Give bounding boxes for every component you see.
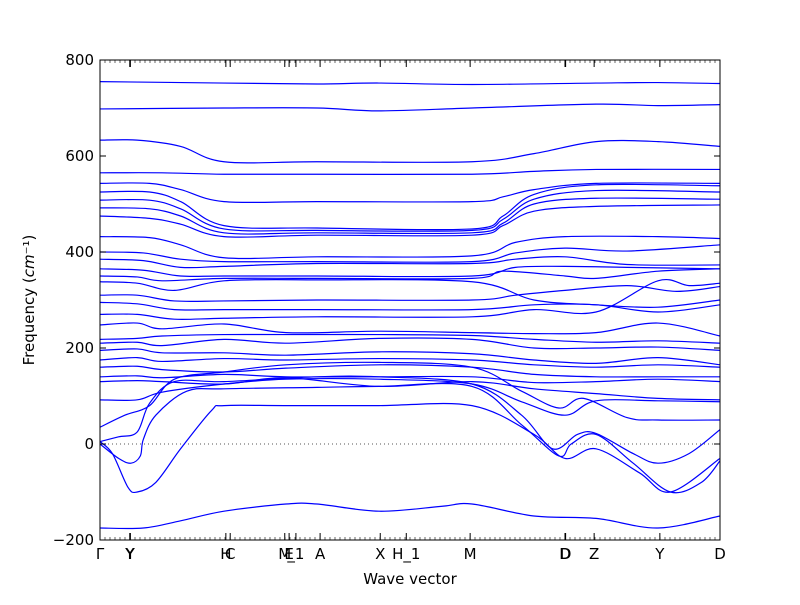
band-line-24 <box>100 364 720 378</box>
band-line-7 <box>100 189 720 232</box>
x-tick-label: _1 <box>286 545 304 564</box>
band-line-17 <box>100 301 720 313</box>
band-line-31 <box>100 402 720 494</box>
band-line-5 <box>100 182 720 204</box>
band-line-28 <box>100 361 720 428</box>
x-tick-label: Y <box>125 545 136 563</box>
band-line-18 <box>100 279 720 320</box>
y-tick-label: 400 <box>65 243 94 261</box>
band-line-11 <box>100 244 720 263</box>
band-line-23 <box>100 356 720 368</box>
y-tick-label: 200 <box>65 339 94 357</box>
x-tick-label: C <box>225 545 235 563</box>
x-tick-label: D <box>559 545 571 563</box>
band-line-9 <box>100 204 720 238</box>
x-tick-label: E <box>284 545 293 563</box>
x-tick-label: Z <box>589 545 599 563</box>
y-tick-label: 800 <box>65 51 94 69</box>
x-tick-label: X <box>375 545 385 563</box>
x-tick-label: H <box>220 545 231 563</box>
band-line-1 <box>100 81 720 86</box>
x-tick-label: Y <box>124 545 135 563</box>
y-tick-label: 600 <box>65 147 94 165</box>
band-line-29 <box>100 375 720 464</box>
band-line-3 <box>100 139 720 164</box>
band-line-20 <box>100 333 720 344</box>
band-line-2 <box>100 103 720 112</box>
band-line-14 <box>100 268 720 282</box>
x-axis-label: Wave vector <box>363 570 457 588</box>
band-line-16 <box>100 284 720 303</box>
band-line-13 <box>100 265 720 278</box>
x-tick-label: A <box>315 545 326 563</box>
x-tick-label: H_1 <box>392 545 420 564</box>
series-layer <box>100 81 720 530</box>
x-tick-label: D <box>714 545 726 563</box>
x-tick-label: D <box>560 545 572 563</box>
y-tick-label: −200 <box>53 531 94 549</box>
y-tick-label: 0 <box>84 435 94 453</box>
x-tick-label: M <box>464 545 477 563</box>
band-line-6 <box>100 183 720 231</box>
band-line-8 <box>100 197 720 235</box>
x-tick-label: M <box>278 545 291 563</box>
band-line-30 <box>100 382 720 494</box>
band-line-21 <box>100 337 720 351</box>
band-line-32 <box>100 502 720 530</box>
band-line-4 <box>100 168 720 176</box>
band-line-19 <box>100 322 720 337</box>
x-tick-label: Γ <box>96 545 105 563</box>
y-axis-label: Frequency (cm⁻¹) <box>20 235 38 366</box>
band-line-15 <box>100 278 720 308</box>
x-tick-label: Y <box>654 545 665 563</box>
band-line-27 <box>100 378 720 416</box>
band-line-10 <box>100 235 720 260</box>
band-line-12 <box>100 256 720 269</box>
labels-layer: Wave vector Frequency (cm⁻¹) <box>20 235 458 588</box>
band-line-22 <box>100 348 720 366</box>
